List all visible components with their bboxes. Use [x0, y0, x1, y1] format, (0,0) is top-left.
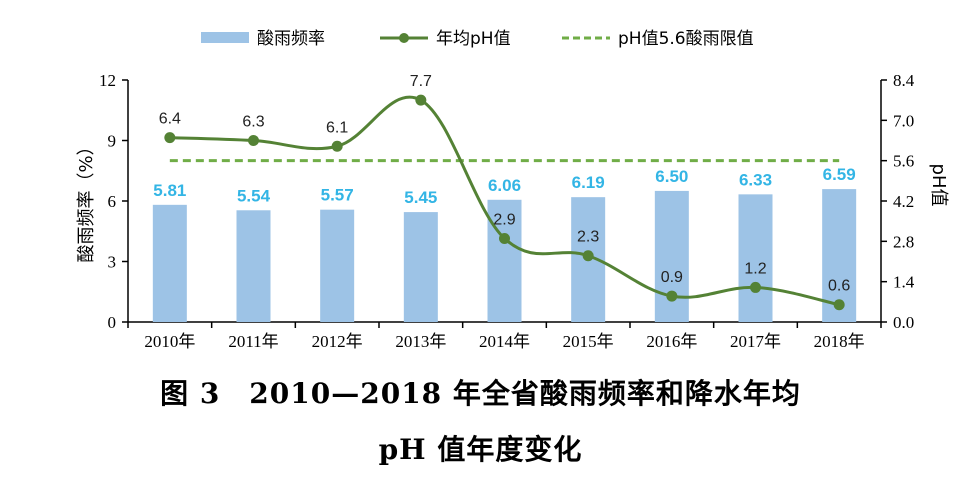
bar: [320, 209, 355, 322]
x-tick-label: 2011年: [228, 332, 278, 351]
bar-value-label: 6.19: [572, 173, 605, 192]
bar-value-label: 5.57: [321, 186, 354, 205]
x-tick-label: 2018年: [814, 332, 865, 351]
line-series: [164, 94, 845, 311]
bar: [487, 199, 522, 322]
legend-swatch-bar: [201, 32, 249, 43]
y-right-tick-label: 0.0: [893, 313, 914, 332]
x-tick-label: 2013年: [395, 332, 446, 351]
ph-point: [582, 250, 594, 262]
ph-value-label: 6.4: [159, 111, 181, 128]
legend: 酸雨频率 年均pH值 pH值5.6酸雨限值: [201, 29, 754, 49]
y-left-tick-label: 0: [108, 313, 117, 332]
x-tick-label: 2014年: [479, 332, 530, 351]
y-left-tick-label: 3: [108, 253, 117, 272]
ph-point: [248, 135, 259, 146]
bar-value-label: 6.06: [488, 176, 521, 195]
ph-value-label: 2.9: [493, 211, 515, 228]
bar-value-label: 6.59: [823, 165, 856, 184]
legend-label-bar: 酸雨频率: [257, 29, 325, 49]
y-right-tick-label: 7.0: [893, 111, 914, 130]
ph-value-label: 0.9: [661, 269, 683, 286]
y-right-tick-label: 2.8: [893, 232, 914, 251]
bar-value-label: 5.45: [404, 188, 437, 207]
ph-point: [666, 290, 678, 302]
figure-caption-line2: pH 值年度变化: [378, 433, 583, 466]
y-left-tick-label: 6: [108, 192, 117, 211]
bar: [403, 212, 438, 322]
ph-value-label: 1.2: [744, 260, 766, 277]
ph-point: [750, 281, 761, 293]
y-right-axis-title: pH值: [928, 164, 949, 207]
ph-point: [164, 132, 176, 144]
bar: [236, 210, 271, 322]
x-tick-label: 2016年: [646, 332, 697, 351]
ph-value-label: 0.6: [828, 278, 850, 295]
x-tick-label: 2010年: [144, 332, 195, 351]
y-right-tick-label: 5.6: [893, 152, 914, 171]
legend-swatch-marker: [399, 33, 409, 43]
ph-value-label: 2.3: [577, 229, 599, 246]
ph-value-label: 7.7: [410, 73, 432, 90]
y-right-tick-label: 4.2: [893, 192, 914, 211]
y-right-tick-label: 8.4: [893, 71, 915, 90]
ph-value-label: 6.1: [326, 119, 348, 136]
ph-point: [331, 140, 343, 152]
bar-series: [152, 189, 857, 322]
bar-value-label: 6.33: [739, 170, 772, 189]
x-tick-label: 2015年: [563, 332, 614, 351]
y-left-axis-title: 酸雨频率（%）: [76, 137, 97, 262]
ph-point: [499, 232, 510, 244]
ph-line: [169, 95, 840, 307]
ph-point: [833, 299, 845, 311]
bar-value-label: 6.50: [655, 167, 688, 186]
legend-label-line: 年均pH值: [436, 29, 511, 49]
legend-label-dashed: pH值5.6酸雨限值: [618, 29, 754, 49]
y-left-tick-label: 9: [108, 132, 117, 151]
y-left-tick-label: 12: [99, 71, 116, 90]
ph-point: [415, 94, 427, 106]
data-labels: 5.81 5.54 5.57 5.45 6.06 6.19 6.50 6.33 6.59 6.4 6…: [153, 73, 855, 295]
ph-value-label: 6.3: [242, 114, 264, 131]
bar: [654, 190, 689, 322]
y-right-tick-label: 1.4: [893, 273, 915, 292]
x-tick-label: 2017年: [730, 332, 781, 351]
x-tick-label: 2012年: [312, 332, 363, 351]
combo-chart: 酸雨频率 年均pH值 pH值5.6酸雨限值 酸雨频率（%） pH值 0 3 6 9 12…: [76, 29, 949, 351]
bar: [152, 204, 187, 322]
figure-caption-line1: 图 3 2010—2018 年全省酸雨频率和降水年均: [160, 377, 801, 410]
bar-value-label: 5.81: [153, 181, 186, 200]
bar: [738, 194, 773, 322]
bar-value-label: 5.54: [237, 186, 271, 205]
